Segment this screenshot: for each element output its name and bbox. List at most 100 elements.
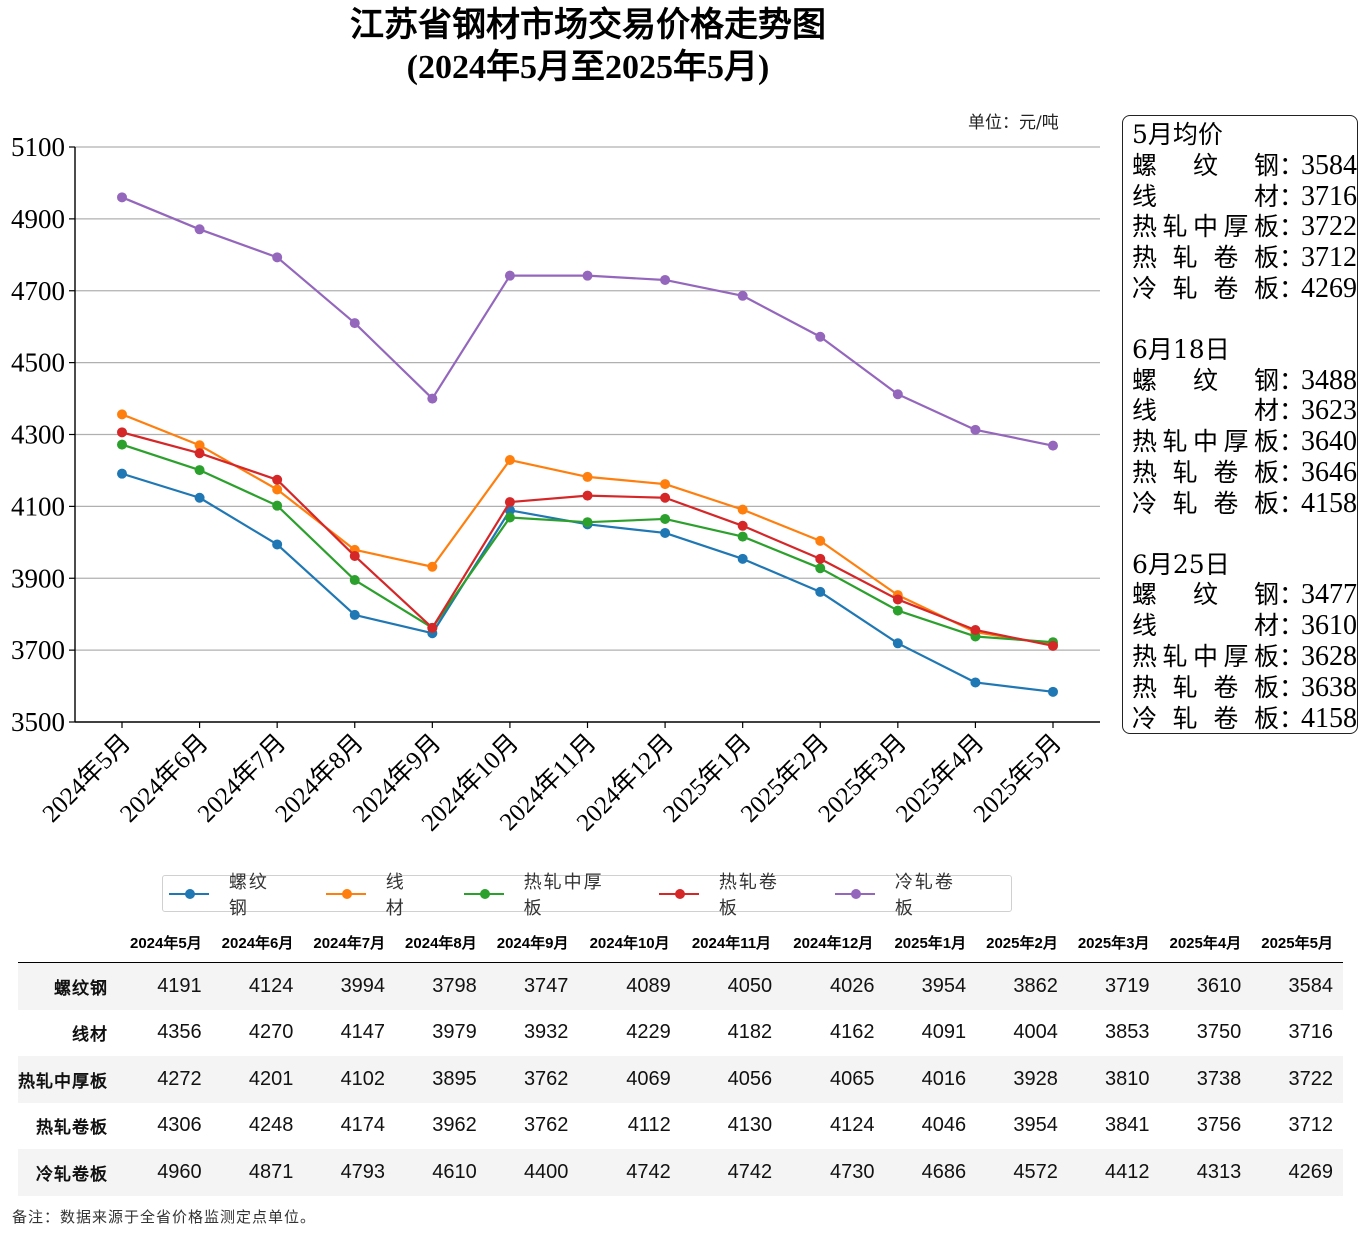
series-2 — [117, 439, 1058, 648]
series-3 — [117, 427, 1058, 651]
data-point — [815, 563, 826, 574]
info-name-char: 线 — [1132, 396, 1158, 426]
footnote: 备注：数据来源于全省价格监测定点单位。 — [12, 1208, 317, 1226]
table-cell: 4412 — [1067, 1149, 1160, 1196]
info-row-value: 4158 — [1301, 487, 1357, 519]
data-point — [504, 270, 515, 281]
series-1 — [117, 409, 1058, 650]
info-colon: ： — [1279, 488, 1305, 518]
info-row: 线材： 3623 — [1132, 396, 1357, 427]
info-name-char: 厚 — [1223, 212, 1249, 242]
info-name-char: 螺 — [1132, 365, 1158, 395]
data-point — [194, 465, 205, 476]
table-cell: 3716 — [1288, 1021, 1334, 1044]
chart-title: 江苏省钢材市场交易价格走势图 — [350, 7, 826, 44]
table-cell: 3756 — [1196, 1114, 1242, 1137]
data-point — [815, 553, 826, 564]
info-row: 热轧中厚板： 3640 — [1132, 426, 1357, 458]
info-row: 热轧中厚板： 3722 — [1132, 212, 1357, 243]
data-point — [970, 424, 981, 435]
legend-item: 热轧中厚板 — [463, 868, 619, 920]
table-header-row: 2024年5月 2024年6月 2024年7月 2024年8月 2024年9月 2024年… — [18, 922, 1343, 963]
info-row-name: 冷轧卷板 — [1132, 274, 1279, 305]
info-name-char: 冷 — [1132, 703, 1158, 733]
table-cell: 3722 — [1251, 1056, 1343, 1103]
data-point — [660, 492, 671, 503]
price-data-table: 2024年5月 2024年6月 2024年7月 2024年8月 2024年9月 2024年… — [18, 922, 1343, 1196]
data-point — [660, 527, 671, 538]
info-section-gap — [1132, 520, 1357, 550]
info-name-char: 热 — [1132, 243, 1158, 273]
info-name-char: 线 — [1132, 181, 1158, 211]
info-row-name: 线材 — [1132, 611, 1279, 642]
table-cell: 3979 — [432, 1021, 477, 1044]
info-colon: ： — [1279, 457, 1305, 487]
legend-label: 线材 — [385, 871, 406, 919]
table-cell: 4147 — [340, 1021, 386, 1044]
table-column-header: 2024年7月 — [303, 922, 396, 963]
info-name-char: 轧 — [1172, 243, 1198, 273]
legend-item: 冷轧卷板 — [834, 868, 971, 920]
info-name-char: 厚 — [1223, 641, 1249, 671]
table-cell: 3750 — [1196, 1021, 1242, 1044]
table-cell: 3994 — [303, 962, 396, 1010]
info-name-char: 板 — [1253, 273, 1279, 303]
data-point — [349, 575, 360, 586]
table-cell: 4871 — [211, 1149, 304, 1196]
data-point — [970, 677, 981, 688]
info-row-name: 热轧中厚板 — [1132, 642, 1279, 673]
data-point — [117, 427, 127, 438]
data-point — [504, 512, 515, 523]
info-name-char: 钢 — [1253, 365, 1279, 395]
info-row-name: 螺纹钢 — [1132, 366, 1279, 397]
table-cell: 3853 — [1105, 1021, 1150, 1044]
table-column-header: 2025年3月 — [1067, 922, 1160, 963]
table-cell: 4742 — [680, 1149, 783, 1196]
table-row: 螺纹钢 4191 4124 3994 3798 3747 4089 4050 4026 3954 3… — [18, 962, 1343, 1010]
data-point — [660, 274, 671, 285]
info-row-value: 3488 — [1301, 364, 1357, 396]
series-line — [121, 431, 1054, 647]
table-corner — [18, 922, 120, 963]
table-cell: 3862 — [976, 962, 1068, 1010]
info-row-value: 3628 — [1301, 640, 1357, 672]
table-cell: 4793 — [303, 1149, 396, 1196]
info-name-char: 热 — [1132, 672, 1158, 702]
table-cell: 4130 — [727, 1114, 773, 1137]
table-column-header: 2024年8月 — [395, 922, 487, 963]
legend-label: 螺纹钢 — [228, 871, 269, 919]
data-point — [117, 468, 127, 479]
info-row-value: 3722 — [1301, 211, 1357, 243]
data-point — [427, 561, 438, 572]
data-point — [194, 224, 205, 235]
info-name-char: 热 — [1132, 212, 1158, 242]
table-cell: 3610 — [1159, 962, 1252, 1010]
info-name-char: 材 — [1253, 181, 1279, 211]
info-colon: ： — [1279, 243, 1305, 273]
info-colon: ： — [1279, 273, 1305, 303]
info-colon: ： — [1279, 427, 1305, 457]
info-name-char: 冷 — [1132, 273, 1158, 303]
info-section-heading: 6月25日 — [1132, 549, 1230, 579]
info-section-gap — [1132, 305, 1357, 335]
y-tick-label: 4300 — [11, 420, 65, 450]
info-name-char: 板 — [1253, 212, 1279, 242]
y-tick-label: 3900 — [11, 563, 65, 593]
table-column-header: 2025年4月 — [1159, 922, 1252, 963]
data-point — [582, 270, 593, 281]
table-cell: 4610 — [395, 1149, 487, 1196]
data-point — [737, 290, 748, 301]
table-cell: 3738 — [1159, 1056, 1252, 1103]
table-cell: 4229 — [626, 1021, 671, 1044]
info-name-char: 轧 — [1172, 457, 1198, 487]
info-colon: ： — [1279, 641, 1305, 671]
info-section-heading: 6月18日 — [1132, 334, 1230, 364]
info-name-char: 螺 — [1132, 150, 1158, 180]
table-cell: 3962 — [432, 1114, 477, 1137]
data-point — [194, 448, 205, 459]
table-column-header: 2024年11月 — [680, 922, 783, 963]
table-cell: 3895 — [395, 1056, 487, 1103]
table-cell: 4306 — [157, 1114, 202, 1137]
info-name-char: 冷 — [1132, 488, 1158, 518]
info-name-char: 卷 — [1213, 672, 1239, 702]
